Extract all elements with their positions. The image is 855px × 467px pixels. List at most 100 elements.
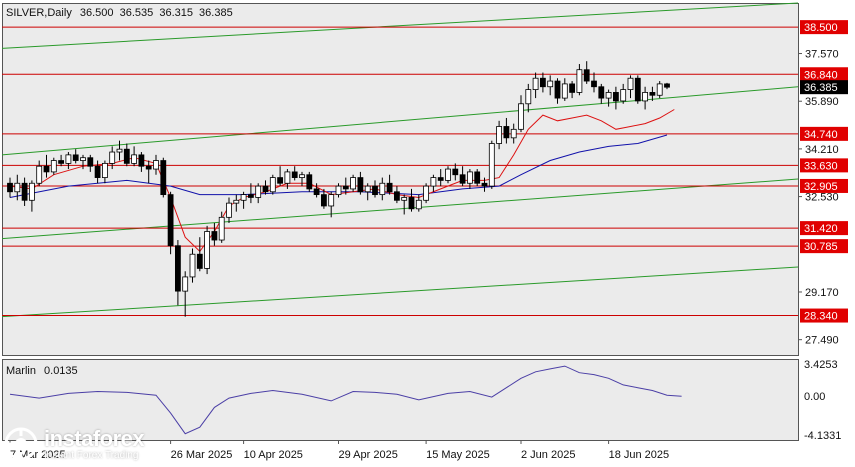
candle-body <box>547 80 554 88</box>
level-label-text: 36.840 <box>804 69 838 81</box>
candle-body <box>306 174 313 190</box>
price-tick-label: 37.570 <box>805 49 839 61</box>
candle-body <box>43 165 50 173</box>
candle-body <box>138 154 145 167</box>
candle <box>262 180 269 195</box>
candle-body <box>320 194 327 207</box>
candle <box>452 163 459 181</box>
candle-body <box>204 231 211 269</box>
candle-body <box>634 77 641 102</box>
candle <box>50 157 57 175</box>
candle <box>36 160 43 187</box>
candle-body <box>466 171 473 184</box>
level-label: 30.785 <box>800 239 848 254</box>
candle-body <box>357 177 364 193</box>
candle <box>255 183 262 204</box>
candle-body <box>50 160 57 173</box>
candle <box>123 143 130 167</box>
candle-body <box>123 148 130 164</box>
candle-body <box>364 185 371 193</box>
candle-body <box>80 157 86 161</box>
candle-body <box>452 168 459 176</box>
candle-body <box>415 199 422 210</box>
candle <box>481 177 488 192</box>
candle-body <box>160 160 167 196</box>
candle-body <box>430 177 437 187</box>
candle <box>591 72 597 93</box>
candle-body <box>518 103 524 130</box>
level-label-text: 30.785 <box>804 241 838 253</box>
candle-body <box>496 126 503 144</box>
candle-body <box>153 160 159 170</box>
time-tick-label: 18 Jun 2025 <box>609 449 670 461</box>
price-tick-label: 32.530 <box>805 192 839 204</box>
candle-body <box>21 182 28 201</box>
price-tick-label: 35.890 <box>805 96 839 108</box>
candle <box>7 177 13 198</box>
candle <box>233 194 240 212</box>
time-tick-label: 2 Jun 2025 <box>521 449 575 461</box>
candle-body <box>605 92 612 99</box>
candle-body <box>474 171 481 184</box>
level-label-box <box>800 67 848 82</box>
candle-body <box>299 174 305 178</box>
price-tick-label: 27.490 <box>805 335 839 347</box>
candle <box>320 188 327 209</box>
time-tick-label: 10 Apr 2025 <box>244 449 303 461</box>
candle <box>598 83 605 104</box>
candle <box>65 152 72 170</box>
candle-body <box>445 168 451 181</box>
candle-body <box>167 194 174 247</box>
candle-body <box>116 148 123 153</box>
candle <box>466 169 473 189</box>
candle <box>415 194 422 212</box>
candle-body <box>408 197 415 210</box>
candle-body <box>481 182 488 187</box>
indicator-axis: 3.4253 0.00 -4.1331 <box>804 359 841 442</box>
indicator-plot-border <box>2 359 799 441</box>
main-plot-area <box>2 3 798 355</box>
candle-body <box>591 80 597 88</box>
candle-body <box>313 188 320 196</box>
candle-body <box>664 83 670 88</box>
candle-body <box>386 182 393 193</box>
candle <box>218 211 225 243</box>
candle-body <box>393 191 400 201</box>
candle <box>664 82 670 90</box>
candle <box>328 191 335 218</box>
channel-line-upper <box>1 2 799 49</box>
candle <box>138 152 145 172</box>
time-tick-label: 7 Mar 2025 <box>10 449 66 461</box>
candle <box>247 183 254 204</box>
candle <box>532 72 539 99</box>
candle <box>561 78 568 101</box>
candle-body <box>131 154 138 164</box>
price-axis: 37.570 35.890 34.210 32.530 29.170 27.490 38.5… <box>798 20 848 347</box>
candle <box>204 225 211 275</box>
candle <box>167 191 174 255</box>
candle-body <box>620 89 627 102</box>
candle <box>525 83 532 113</box>
candle-body <box>240 194 247 201</box>
candle <box>226 197 232 223</box>
candle <box>627 75 634 99</box>
candle-body <box>277 177 284 184</box>
candle-body <box>7 182 13 193</box>
indicator-line <box>9 365 682 435</box>
candle <box>496 120 503 150</box>
level-label: 38.500 <box>800 20 848 35</box>
channel-line-lower <box>1 178 799 240</box>
candle-body <box>269 177 276 193</box>
candle-body <box>189 253 196 278</box>
candle <box>488 140 495 189</box>
level-label-box <box>800 308 848 323</box>
open-value: 36.500 <box>80 7 114 19</box>
candle <box>240 191 247 209</box>
candle-body <box>437 177 444 181</box>
candle <box>408 188 415 212</box>
candle-body <box>28 182 35 201</box>
candle <box>503 117 510 144</box>
candle <box>547 75 554 96</box>
indicator-name: Marlin <box>6 365 36 377</box>
level-label-text: 34.740 <box>804 129 838 141</box>
